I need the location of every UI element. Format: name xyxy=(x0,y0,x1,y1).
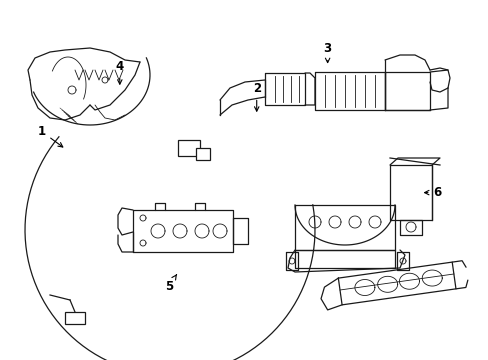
Text: 1: 1 xyxy=(38,125,62,147)
Text: 2: 2 xyxy=(252,82,260,111)
Text: 3: 3 xyxy=(323,42,331,63)
Text: 4: 4 xyxy=(116,60,123,84)
Text: 6: 6 xyxy=(424,186,441,199)
Text: 5: 5 xyxy=(164,275,176,293)
Bar xyxy=(196,148,209,160)
Bar xyxy=(65,312,85,324)
Bar xyxy=(178,140,200,156)
